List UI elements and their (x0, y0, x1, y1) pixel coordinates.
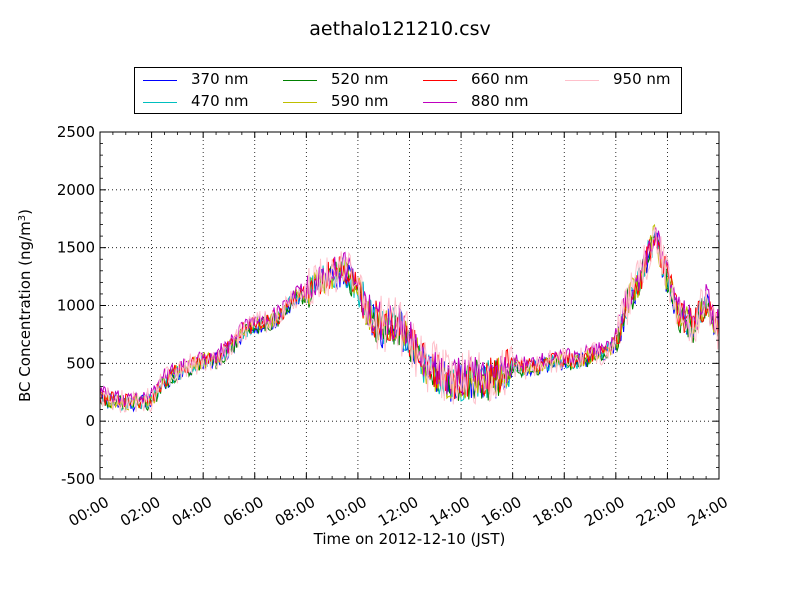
series-line (99, 226, 720, 413)
y-tick-label: 1000 (57, 297, 95, 315)
data-lines (99, 223, 720, 413)
legend-label: 370 nm (191, 70, 249, 88)
x-tick-label: 24:00 (685, 493, 731, 530)
series-line (99, 234, 720, 410)
x-tick-label: 10:00 (323, 493, 369, 530)
x-tick-labels: 00:00 02:00 04:00 06:00 08:00 10:00 12:00 14:00… (66, 493, 731, 530)
x-tick-label: 18:00 (530, 493, 576, 530)
plot-frame (99, 131, 720, 480)
legend-label: 590 nm (331, 92, 389, 110)
y-axis-label-superscript: 3 (17, 215, 28, 221)
y-axis-label: BC Concentration (ng/m3) (16, 209, 34, 402)
series-line (99, 232, 720, 413)
legend-label: 520 nm (331, 70, 389, 88)
legend-swatch (423, 102, 457, 103)
legend-swatch (143, 102, 177, 103)
legend-label: 950 nm (613, 70, 671, 88)
legend: 370 nm 470 nm 520 nm 590 nm 660 nm 880 nm 950 … (134, 67, 682, 114)
x-axis-label: Time on 2012-12-10 (JST) (313, 530, 506, 548)
y-tick-label: 1500 (57, 239, 95, 257)
y-tick-label: 2000 (57, 181, 95, 199)
x-tick-label: 00:00 (66, 493, 112, 530)
legend-label: 470 nm (191, 92, 249, 110)
x-tick-label: 04:00 (169, 493, 215, 530)
legend-swatch (423, 80, 457, 81)
x-tick-label: 16:00 (478, 493, 524, 530)
legend-label: 880 nm (471, 92, 529, 110)
x-tick-label: 08:00 (272, 493, 318, 530)
legend-label: 660 nm (471, 70, 529, 88)
x-tick-label: 22:00 (633, 493, 679, 530)
y-tick-labels: 2500 2000 1500 1000 500 0 -500 (57, 123, 95, 488)
y-tick-label: 2500 (57, 123, 95, 141)
x-tick-label: 02:00 (117, 493, 163, 530)
x-tick-label: 14:00 (427, 493, 473, 530)
x-tick-label: 20:00 (581, 493, 627, 530)
x-tick-label: 12:00 (375, 493, 421, 530)
y-tick-label: -500 (61, 470, 95, 488)
x-tick-label: 06:00 (220, 493, 266, 530)
chart-title: aethalo121210.csv (309, 18, 491, 40)
legend-swatch (565, 80, 599, 81)
legend-swatch (283, 102, 317, 103)
y-tick-label: 500 (66, 354, 95, 372)
legend-swatch (143, 80, 177, 81)
y-tick-label: 0 (85, 412, 95, 430)
legend-swatch (283, 80, 317, 81)
